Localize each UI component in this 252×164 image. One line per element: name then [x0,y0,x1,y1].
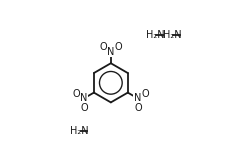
Text: N: N [80,93,87,103]
Text: N: N [134,93,142,103]
Text: O: O [134,102,142,113]
Text: O: O [72,89,80,99]
Text: H₂N: H₂N [146,31,165,41]
Text: N: N [107,47,114,57]
Text: H₂N: H₂N [70,126,89,136]
Text: O: O [115,42,122,52]
Text: O: O [142,89,149,99]
Text: O: O [99,42,107,52]
Text: O: O [80,102,88,113]
Text: H₂N: H₂N [163,31,182,41]
